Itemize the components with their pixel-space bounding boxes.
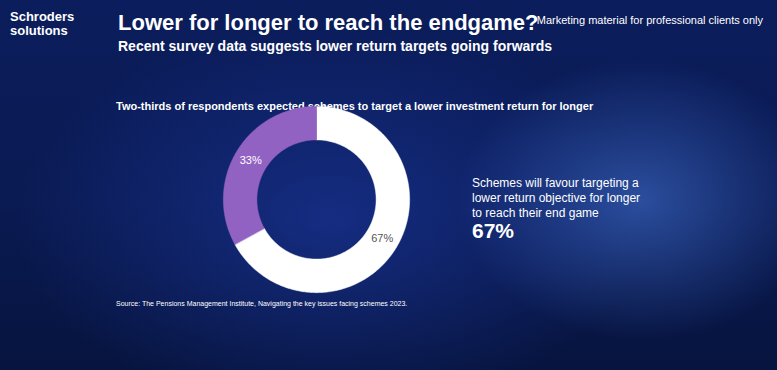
html-text:Recent survey data suggests lo: Recent survey data suggests lower return… xyxy=(118,38,553,54)
html-text:Schroders: Schroders xyxy=(10,9,75,24)
svg-text:67%: 67% xyxy=(371,232,393,244)
html-text:solutions: solutions xyxy=(10,23,68,38)
html-text:67%: 67% xyxy=(472,219,514,242)
html-text:Marketing material for profess: Marketing material for professional clie… xyxy=(536,14,763,26)
html-text:Lower for longer to reach the: Lower for longer to reach the endgame? xyxy=(118,10,539,35)
svg-text:33%: 33% xyxy=(240,154,262,166)
html-text:Schemes will favour targeting: Schemes will favour targeting a lower re… xyxy=(472,176,641,220)
html-text:Source: The Pensions Managemen: Source: The Pensions Management Institut… xyxy=(116,300,408,307)
html-text:Two-thirds of respondents expe: Two-thirds of respondents expected schem… xyxy=(116,100,594,112)
